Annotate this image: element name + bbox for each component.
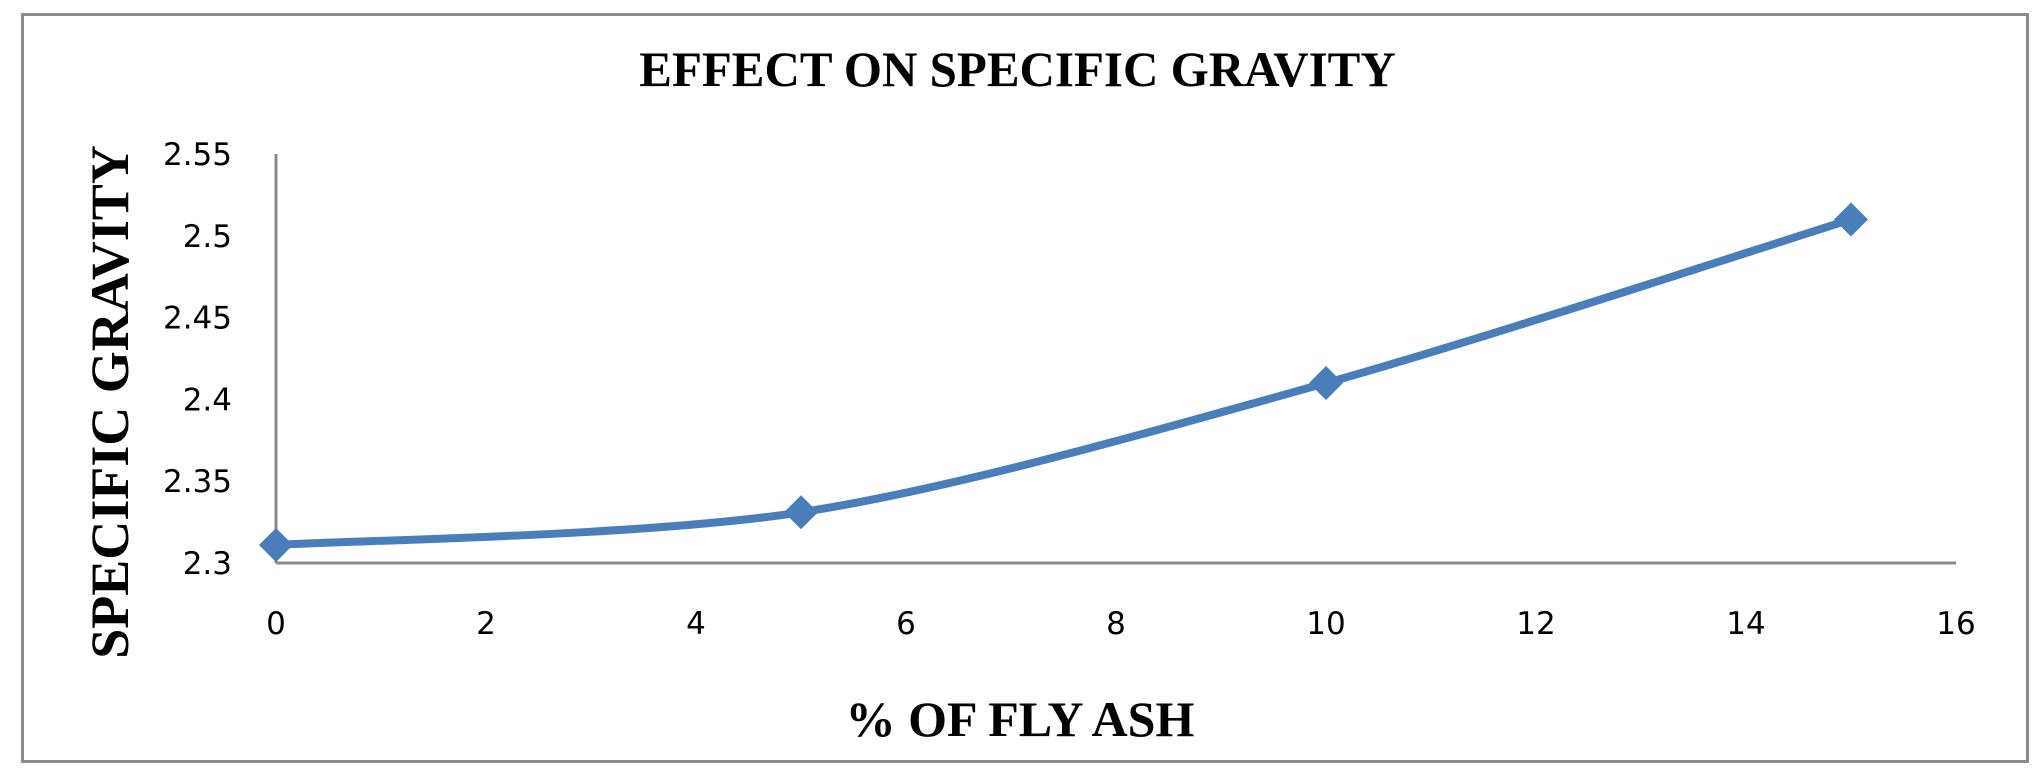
diamond-marker-icon	[259, 528, 293, 563]
diamond-marker-icon	[1834, 202, 1868, 237]
x-tick-label: 10	[1306, 606, 1345, 642]
axes	[274, 154, 1956, 565]
x-tick-label: 2	[476, 606, 496, 642]
y-tick-label: 2.5	[183, 219, 232, 255]
y-tick-label: 2.35	[163, 464, 232, 500]
x-tick-label: 0	[266, 606, 286, 642]
x-tick-label: 6	[896, 606, 916, 642]
x-tick-labels: 0 2 4 6 8 10 12 14 16	[266, 606, 1976, 642]
series-line	[272, 215, 1855, 550]
x-tick-label: 16	[1936, 606, 1975, 642]
diamond-marker-icon	[1309, 366, 1343, 401]
x-tick-label: 14	[1726, 606, 1765, 642]
diamond-marker-icon	[784, 495, 818, 530]
y-tick-label: 2.3	[183, 546, 232, 582]
x-tick-label: 8	[1106, 606, 1126, 642]
chart-frame	[21, 13, 2029, 763]
x-tick-label: 4	[686, 606, 706, 642]
y-tick-label: 2.45	[163, 301, 232, 337]
chart-title: EFFECT ON SPECIFIC GRAVITY	[639, 41, 1396, 97]
y-tick-labels: 2.3 2.35 2.4 2.45 2.5 2.55	[163, 137, 232, 582]
y-tick-label: 2.4	[183, 382, 232, 418]
x-tick-label: 12	[1516, 606, 1555, 642]
y-tick-label: 2.55	[163, 137, 232, 173]
series-markers	[259, 202, 1868, 563]
x-axis-title: % OF FLY ASH	[845, 691, 1195, 747]
